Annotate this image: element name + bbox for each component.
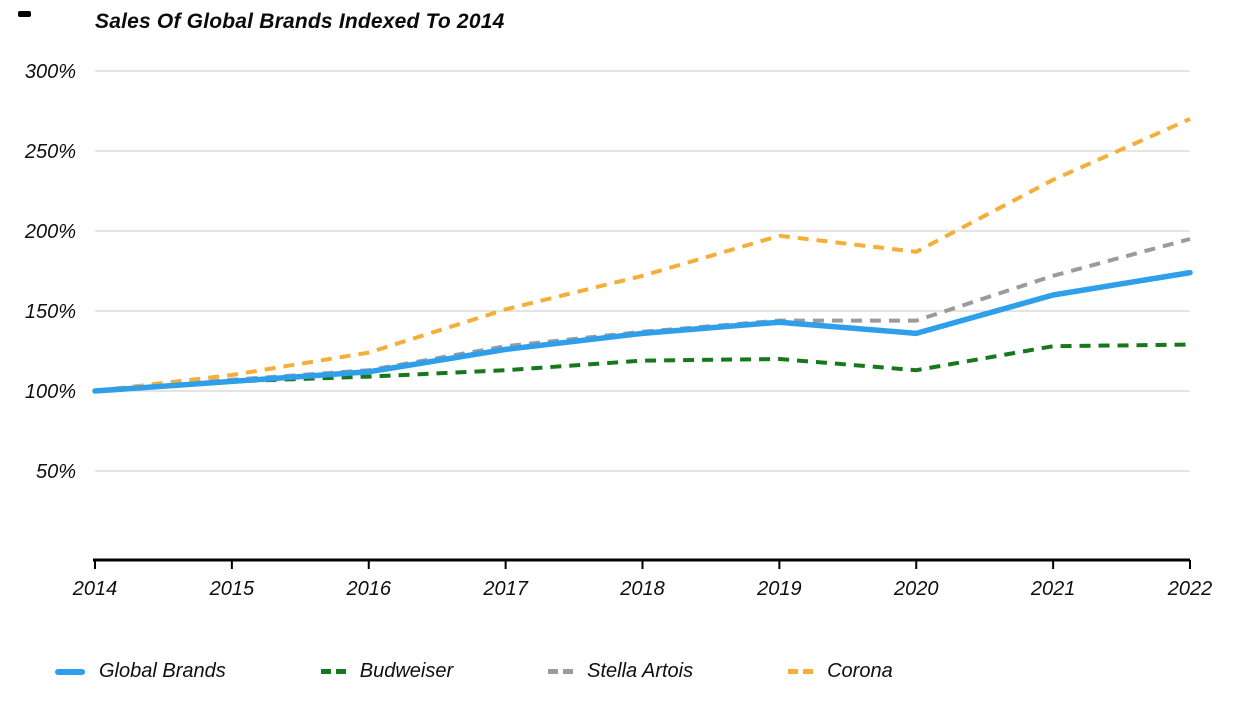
y-axis-label-300: 300% bbox=[25, 61, 76, 83]
legend-swatch-budweiser bbox=[320, 669, 346, 674]
y-axis-label-250: 250% bbox=[24, 141, 76, 163]
y-axis-label-100: 100% bbox=[25, 381, 76, 403]
x-axis-label-2017: 2017 bbox=[482, 578, 528, 600]
line-chart: 300% 250% 200% 150% 100% 50% 2014 2015 2016 2017 2… bbox=[24, 61, 1213, 600]
series-line-budweiser bbox=[94, 342, 1191, 393]
x-axis-label-2020: 2020 bbox=[893, 578, 939, 600]
legend-item-budweiser: Budweiser bbox=[320, 660, 454, 683]
x-axis-label-2021: 2021 bbox=[1030, 578, 1076, 600]
legend-item-corona: Corona bbox=[788, 660, 893, 683]
y-axis-label-150: 150% bbox=[25, 301, 76, 323]
x-axis-label-2022: 2022 bbox=[1167, 578, 1213, 600]
legend-swatch-corona bbox=[788, 669, 814, 674]
series-line-global-brands bbox=[92, 269, 1193, 394]
x-axis-label-2018: 2018 bbox=[619, 578, 665, 600]
x-axis-label-2016: 2016 bbox=[346, 578, 392, 600]
series-line-stella-artois bbox=[94, 237, 1191, 393]
x-axis-label-2014: 2014 bbox=[72, 578, 118, 600]
legend-swatch-global-brands bbox=[55, 668, 85, 675]
chart-legend: Global Brands Budweiser Stella Artois Coron… bbox=[55, 660, 893, 683]
x-axis-label-2019: 2019 bbox=[756, 578, 802, 600]
y-axis-label-200: 200% bbox=[24, 221, 76, 243]
legend-label-global-brands: Global Brands bbox=[99, 660, 226, 682]
legend-item-stella-artois: Stella Artois bbox=[548, 660, 693, 683]
chart-title: Sales Of Global Brands Indexed To 2014 bbox=[95, 10, 505, 33]
legend-label-corona: Corona bbox=[827, 660, 893, 682]
corner-mark bbox=[18, 11, 31, 17]
legend-item-global-brands: Global Brands bbox=[55, 660, 226, 683]
y-axis-label-50: 50% bbox=[36, 461, 76, 483]
x-axis-label-2015: 2015 bbox=[209, 578, 255, 600]
series-line-corona bbox=[94, 117, 1191, 393]
legend-label-budweiser: Budweiser bbox=[359, 660, 454, 682]
legend-label-stella-artois: Stella Artois bbox=[587, 660, 694, 682]
legend-swatch-stella-artois bbox=[548, 669, 574, 674]
